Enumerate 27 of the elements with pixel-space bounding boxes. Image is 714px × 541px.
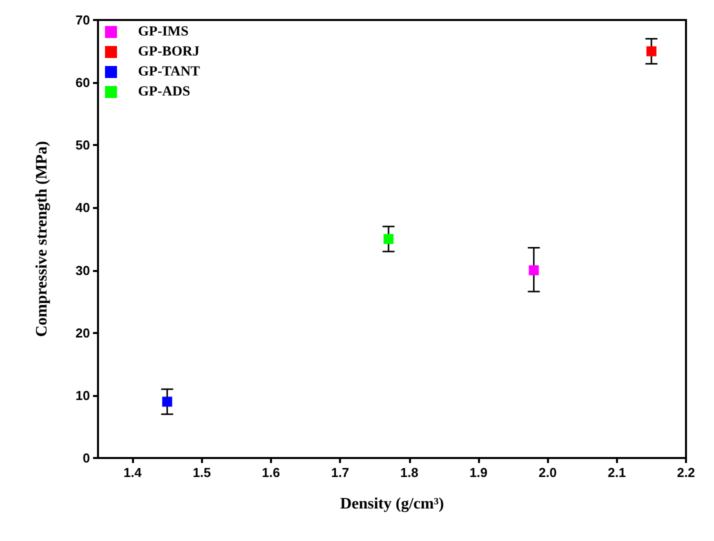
- point: [646, 46, 656, 56]
- y-tick-label: 10: [76, 388, 90, 403]
- y-tick-label: 70: [76, 12, 90, 28]
- y-axis-title: Compressive strength (MPa): [34, 141, 50, 337]
- y-tick-label: 40: [76, 200, 90, 216]
- x-tick-label: 2.2: [676, 465, 696, 480]
- x-tick-label: 1.6: [262, 465, 280, 480]
- x-axis-title: Density (g/cm³): [340, 496, 444, 512]
- x-tick-label: 2.1: [608, 465, 626, 480]
- point: [162, 396, 172, 407]
- y-tick-label: 30: [76, 262, 90, 278]
- y-tick-label: 50: [76, 138, 90, 153]
- x-tick-label: 1.7: [331, 465, 350, 480]
- x-tick-label: 1.4: [124, 465, 142, 480]
- legend-label: GP-BORJ: [138, 44, 200, 60]
- legend-label: GP-TANT: [138, 64, 201, 80]
- point: [528, 265, 539, 276]
- legend-label: GP-IMS: [138, 24, 189, 40]
- y-tick-label: 0: [82, 450, 90, 466]
- y-tick-label: 60: [76, 75, 90, 90]
- x-tick-label: 1.8: [400, 465, 418, 480]
- point: [384, 234, 394, 244]
- x-tick-label: 2.0: [538, 465, 557, 480]
- y-tick-label: 20: [76, 325, 90, 340]
- legend-label: GP-ADS: [138, 84, 190, 100]
- x-tick-label: 1.9: [469, 465, 488, 480]
- x-tick-label: 1.5: [192, 465, 211, 480]
